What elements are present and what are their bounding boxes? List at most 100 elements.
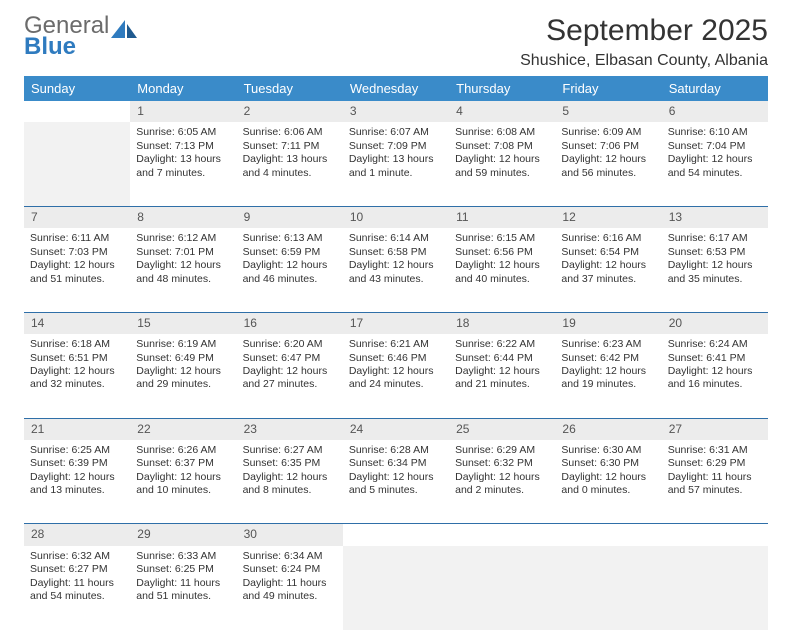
sunset-line: Sunset: 6:25 PM bbox=[136, 563, 230, 576]
daylight-line-label: Daylight: bbox=[243, 259, 284, 271]
daylight-line-label: Daylight: bbox=[136, 471, 177, 483]
calendar-table: SundayMondayTuesdayWednesdayThursdayFrid… bbox=[24, 76, 768, 630]
daylight-line: Daylight: 12 hours and 59 minutes. bbox=[455, 153, 549, 180]
sunset-line-value: 6:59 PM bbox=[281, 246, 320, 258]
sunset-line-value: 7:09 PM bbox=[387, 140, 426, 152]
sunset-line-value: 6:25 PM bbox=[175, 563, 214, 575]
day-cell: Sunrise: 6:24 AMSunset: 6:41 PMDaylight:… bbox=[662, 334, 768, 418]
sunset-line: Sunset: 7:06 PM bbox=[561, 140, 655, 153]
sunset-line-label: Sunset: bbox=[455, 140, 491, 152]
daylight-line-label: Daylight: bbox=[349, 471, 390, 483]
sunset-line: Sunset: 6:39 PM bbox=[30, 457, 124, 470]
day-cell: Sunrise: 6:10 AMSunset: 7:04 PMDaylight:… bbox=[662, 122, 768, 206]
sunset-line-label: Sunset: bbox=[136, 352, 172, 364]
sunset-line-label: Sunset: bbox=[668, 352, 704, 364]
day-number-blank bbox=[343, 524, 449, 546]
sunset-line: Sunset: 7:01 PM bbox=[136, 246, 230, 259]
sunset-line-value: 7:11 PM bbox=[281, 140, 319, 152]
day-number-blank bbox=[449, 524, 555, 546]
day-cell: Sunrise: 6:32 AMSunset: 6:27 PMDaylight:… bbox=[24, 546, 130, 630]
sunrise-line: Sunrise: 6:26 AM bbox=[136, 444, 230, 457]
weekday-header: Sunday bbox=[24, 76, 130, 101]
sunset-line-label: Sunset: bbox=[455, 352, 491, 364]
day-number: 20 bbox=[662, 312, 768, 334]
sunrise-line-label: Sunrise: bbox=[136, 126, 175, 138]
daylight-line: Daylight: 12 hours and 10 minutes. bbox=[136, 471, 230, 498]
sunset-line-value: 6:42 PM bbox=[600, 352, 639, 364]
week-row: Sunrise: 6:32 AMSunset: 6:27 PMDaylight:… bbox=[24, 546, 768, 630]
day-number-row: 282930 bbox=[24, 524, 768, 546]
sunset-line-label: Sunset: bbox=[455, 457, 491, 469]
sunset-line-label: Sunset: bbox=[349, 140, 385, 152]
weekday-header: Saturday bbox=[662, 76, 768, 101]
day-cell: Sunrise: 6:12 AMSunset: 7:01 PMDaylight:… bbox=[130, 228, 236, 312]
weekday-header: Tuesday bbox=[237, 76, 343, 101]
sunset-line-label: Sunset: bbox=[243, 246, 279, 258]
sunset-line: Sunset: 6:53 PM bbox=[668, 246, 762, 259]
day-cell: Sunrise: 6:07 AMSunset: 7:09 PMDaylight:… bbox=[343, 122, 449, 206]
sunset-line-label: Sunset: bbox=[30, 457, 66, 469]
sunrise-line-label: Sunrise: bbox=[30, 338, 69, 350]
sunrise-line-value: 6:14 AM bbox=[390, 232, 429, 244]
day-number: 18 bbox=[449, 312, 555, 334]
sunset-line-value: 7:13 PM bbox=[175, 140, 214, 152]
empty-cell bbox=[555, 546, 661, 630]
daylight-line: Daylight: 13 hours and 7 minutes. bbox=[136, 153, 230, 180]
day-cell: Sunrise: 6:22 AMSunset: 6:44 PMDaylight:… bbox=[449, 334, 555, 418]
sunrise-line: Sunrise: 6:09 AM bbox=[561, 126, 655, 139]
sunset-line-label: Sunset: bbox=[30, 563, 66, 575]
day-number-blank bbox=[555, 524, 661, 546]
week-row: Sunrise: 6:11 AMSunset: 7:03 PMDaylight:… bbox=[24, 228, 768, 312]
daylight-line-label: Daylight: bbox=[561, 153, 602, 165]
sunrise-line-label: Sunrise: bbox=[455, 126, 494, 138]
day-number: 3 bbox=[343, 101, 449, 122]
sunset-line: Sunset: 6:42 PM bbox=[561, 352, 655, 365]
sunrise-line: Sunrise: 6:31 AM bbox=[668, 444, 762, 457]
sunrise-line: Sunrise: 6:05 AM bbox=[136, 126, 230, 139]
day-number: 7 bbox=[24, 206, 130, 228]
sunset-line-value: 6:29 PM bbox=[706, 457, 745, 469]
sunrise-line-value: 6:07 AM bbox=[390, 126, 429, 138]
daylight-line: Daylight: 11 hours and 51 minutes. bbox=[136, 577, 230, 604]
sunrise-line-label: Sunrise: bbox=[455, 232, 494, 244]
day-number: 9 bbox=[237, 206, 343, 228]
day-number-blank bbox=[24, 101, 130, 122]
sunset-line-label: Sunset: bbox=[561, 246, 597, 258]
sunset-line-value: 7:08 PM bbox=[494, 140, 533, 152]
sunrise-line-label: Sunrise: bbox=[455, 338, 494, 350]
daylight-line-label: Daylight: bbox=[243, 471, 284, 483]
sunrise-line-label: Sunrise: bbox=[349, 444, 388, 456]
day-cell: Sunrise: 6:17 AMSunset: 6:53 PMDaylight:… bbox=[662, 228, 768, 312]
sunrise-line: Sunrise: 6:16 AM bbox=[561, 232, 655, 245]
daylight-line-label: Daylight: bbox=[668, 365, 709, 377]
sunrise-line-label: Sunrise: bbox=[561, 338, 600, 350]
sunset-line-value: 6:56 PM bbox=[494, 246, 533, 258]
day-number: 6 bbox=[662, 101, 768, 122]
location-text: Shushice, Elbasan County, Albania bbox=[520, 52, 768, 70]
day-cell: Sunrise: 6:16 AMSunset: 6:54 PMDaylight:… bbox=[555, 228, 661, 312]
daylight-line-label: Daylight: bbox=[668, 471, 709, 483]
sunrise-line: Sunrise: 6:28 AM bbox=[349, 444, 443, 457]
day-cell: Sunrise: 6:23 AMSunset: 6:42 PMDaylight:… bbox=[555, 334, 661, 418]
sunset-line-label: Sunset: bbox=[243, 563, 279, 575]
sunrise-line-value: 6:09 AM bbox=[603, 126, 642, 138]
day-number: 13 bbox=[662, 206, 768, 228]
sunrise-line-label: Sunrise: bbox=[136, 444, 175, 456]
sunrise-line-value: 6:15 AM bbox=[497, 232, 536, 244]
day-number: 28 bbox=[24, 524, 130, 546]
daylight-line-label: Daylight: bbox=[243, 153, 284, 165]
sunset-line-label: Sunset: bbox=[349, 246, 385, 258]
sunrise-line-value: 6:08 AM bbox=[497, 126, 536, 138]
day-cell: Sunrise: 6:33 AMSunset: 6:25 PMDaylight:… bbox=[130, 546, 236, 630]
sunset-line-value: 6:35 PM bbox=[281, 457, 320, 469]
day-number: 21 bbox=[24, 418, 130, 440]
sunrise-line-value: 6:19 AM bbox=[178, 338, 217, 350]
daylight-line: Daylight: 12 hours and 37 minutes. bbox=[561, 259, 655, 286]
sunrise-line-label: Sunrise: bbox=[349, 232, 388, 244]
day-cell: Sunrise: 6:15 AMSunset: 6:56 PMDaylight:… bbox=[449, 228, 555, 312]
sunrise-line: Sunrise: 6:34 AM bbox=[243, 550, 337, 563]
day-cell: Sunrise: 6:20 AMSunset: 6:47 PMDaylight:… bbox=[237, 334, 343, 418]
sunrise-line-label: Sunrise: bbox=[561, 232, 600, 244]
daylight-line: Daylight: 12 hours and 0 minutes. bbox=[561, 471, 655, 498]
sunset-line-value: 7:06 PM bbox=[600, 140, 639, 152]
